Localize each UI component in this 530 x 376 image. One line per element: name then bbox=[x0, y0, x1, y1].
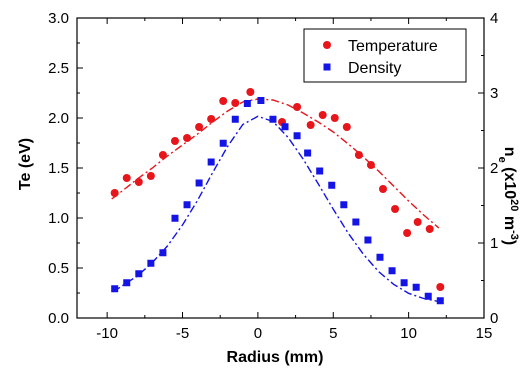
density-point bbox=[364, 236, 372, 244]
density-point bbox=[195, 179, 203, 187]
temperature-point bbox=[330, 114, 339, 122]
y-left-tick-label: 3.0 bbox=[48, 10, 69, 27]
legend-marker-circle-icon bbox=[323, 41, 331, 49]
y-right-title-part: m bbox=[501, 211, 518, 230]
temperature-point bbox=[403, 229, 412, 237]
density-point bbox=[376, 253, 384, 261]
legend-box bbox=[303, 28, 467, 83]
density-point bbox=[159, 249, 167, 257]
x-tick-label: 0 bbox=[254, 325, 262, 342]
y-left-tick-label: 2.0 bbox=[48, 110, 69, 127]
temperature-point bbox=[436, 283, 445, 291]
temperature-point bbox=[413, 218, 422, 226]
temperature-point bbox=[207, 115, 216, 123]
y-right-tick-label: 3 bbox=[490, 85, 498, 102]
density-point bbox=[436, 297, 444, 305]
temperature-point bbox=[306, 121, 315, 129]
temperature-fit-line bbox=[111, 98, 440, 229]
density-point bbox=[424, 292, 432, 300]
density-point bbox=[243, 100, 251, 107]
y-right-title-part: e bbox=[496, 157, 508, 163]
density-point bbox=[400, 279, 408, 287]
y-left-tick-label: 2.5 bbox=[48, 60, 69, 77]
temperature-point bbox=[246, 88, 255, 96]
temperature-point bbox=[219, 97, 228, 105]
density-point bbox=[340, 201, 348, 209]
temperature-point bbox=[195, 123, 204, 131]
y-left-tick-label: 0.0 bbox=[48, 310, 69, 327]
density-point bbox=[219, 139, 227, 147]
y-right-tick-label: 0 bbox=[490, 310, 498, 327]
y-right-title-part: -3 bbox=[508, 230, 520, 240]
temperature-point bbox=[354, 151, 363, 159]
temperature-point bbox=[425, 225, 434, 233]
x-tick-label: 5 bbox=[329, 325, 337, 342]
y-axis-right-title: ne (x1020 m-3) bbox=[496, 147, 520, 245]
x-axis-title: Radius (mm) bbox=[227, 349, 324, 366]
temperature-point bbox=[318, 111, 327, 119]
density-point bbox=[257, 97, 265, 104]
legend-label: Temperature bbox=[348, 38, 438, 55]
y-right-tick-label: 2 bbox=[490, 160, 498, 177]
temperature-point bbox=[293, 103, 302, 111]
temperature-point bbox=[134, 178, 143, 186]
temperature-point bbox=[158, 151, 167, 159]
x-tick-label: 10 bbox=[400, 325, 417, 342]
y-right-title-part: n bbox=[501, 147, 518, 157]
density-point bbox=[316, 167, 324, 175]
density-point bbox=[171, 214, 179, 222]
density-point bbox=[231, 115, 239, 123]
temperature-point bbox=[110, 189, 119, 197]
temperature-point bbox=[122, 174, 131, 182]
density-point bbox=[412, 283, 420, 291]
density-point bbox=[269, 115, 277, 123]
density-point bbox=[111, 285, 119, 293]
y-right-tick-label: 4 bbox=[490, 10, 498, 27]
density-point bbox=[207, 158, 215, 166]
density-point bbox=[183, 201, 191, 209]
temperature-point bbox=[366, 161, 375, 169]
axes: -10 -5 0 5 10 15 0.0 0.5 1.0 1.5 2.0 2.5 3.0 0 1 2 3 4 bbox=[48, 10, 498, 342]
data-markers bbox=[110, 88, 445, 305]
density-point bbox=[304, 149, 312, 157]
y-axis-left-title: Te (eV) bbox=[17, 138, 34, 190]
temperature-point bbox=[170, 137, 179, 145]
x-tick-label: -5 bbox=[176, 325, 189, 342]
x-tick-label: 15 bbox=[476, 325, 493, 342]
density-point bbox=[147, 259, 155, 267]
density-point bbox=[281, 123, 289, 131]
density-point bbox=[328, 181, 336, 189]
temperature-point bbox=[342, 123, 351, 131]
density-point bbox=[352, 218, 360, 226]
temperature-point bbox=[183, 134, 192, 142]
legend-item-density: Density bbox=[323, 60, 401, 77]
legend: Temperature Density bbox=[303, 28, 467, 83]
legend-item-temperature: Temperature bbox=[323, 38, 438, 55]
y-left-tick-label: 0.5 bbox=[48, 260, 69, 277]
y-right-title-part: ) bbox=[501, 240, 518, 245]
density-point bbox=[123, 279, 131, 287]
density-point bbox=[293, 132, 301, 140]
legend-label: Density bbox=[348, 60, 401, 77]
temperature-point bbox=[391, 205, 400, 213]
temperature-point bbox=[146, 172, 155, 180]
x-tick-label: -10 bbox=[96, 325, 118, 342]
legend-marker-square-icon bbox=[323, 63, 331, 71]
density-point bbox=[388, 267, 396, 275]
y-left-tick-label: 1.0 bbox=[48, 210, 69, 227]
y-right-title-part: 20 bbox=[508, 199, 520, 211]
density-point bbox=[135, 270, 143, 278]
y-left-tick-label: 1.5 bbox=[48, 160, 69, 177]
y-right-title-part: (x10 bbox=[501, 163, 518, 200]
y-right-tick-label: 1 bbox=[490, 235, 498, 252]
temperature-point bbox=[379, 185, 388, 193]
temperature-point bbox=[231, 99, 240, 107]
